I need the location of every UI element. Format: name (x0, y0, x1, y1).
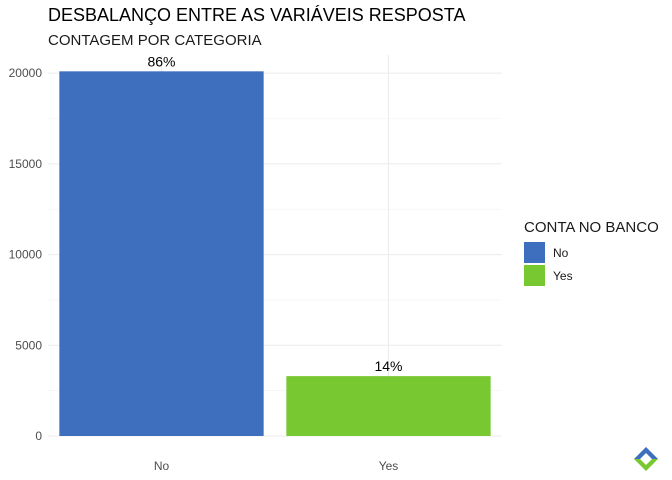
chart-title: DESBALANÇO ENTRE AS VARIÁVEIS RESPOSTA (48, 5, 466, 25)
legend-label-yes: Yes (553, 268, 573, 283)
bar-no (59, 71, 264, 436)
y-tick-label: 5000 (15, 338, 42, 352)
legend-item-no: No (524, 241, 659, 264)
x-tick-label-yes: Yes (379, 459, 399, 473)
legend-title: CONTA NO BANCO (524, 219, 659, 236)
legend-swatch-yes (524, 265, 545, 286)
y-tick-label: 15000 (9, 157, 43, 171)
legend-item-yes: Yes (524, 264, 659, 287)
bar-yes (286, 376, 491, 436)
y-tick-label: 10000 (9, 248, 43, 262)
y-tick-label: 0 (35, 429, 42, 443)
y-tick-label: 20000 (9, 66, 43, 80)
chart-subtitle: CONTAGEM POR CATEGORIA (48, 32, 262, 49)
data-label-yes: 14% (374, 358, 402, 374)
legend-label-no: No (553, 245, 569, 260)
data-label-no: 86% (147, 53, 175, 69)
x-tick-label-no: No (154, 459, 170, 473)
logo-icon (634, 447, 658, 471)
legend-swatch-no (524, 242, 545, 263)
legend: CONTA NO BANCO No Yes (524, 219, 659, 287)
